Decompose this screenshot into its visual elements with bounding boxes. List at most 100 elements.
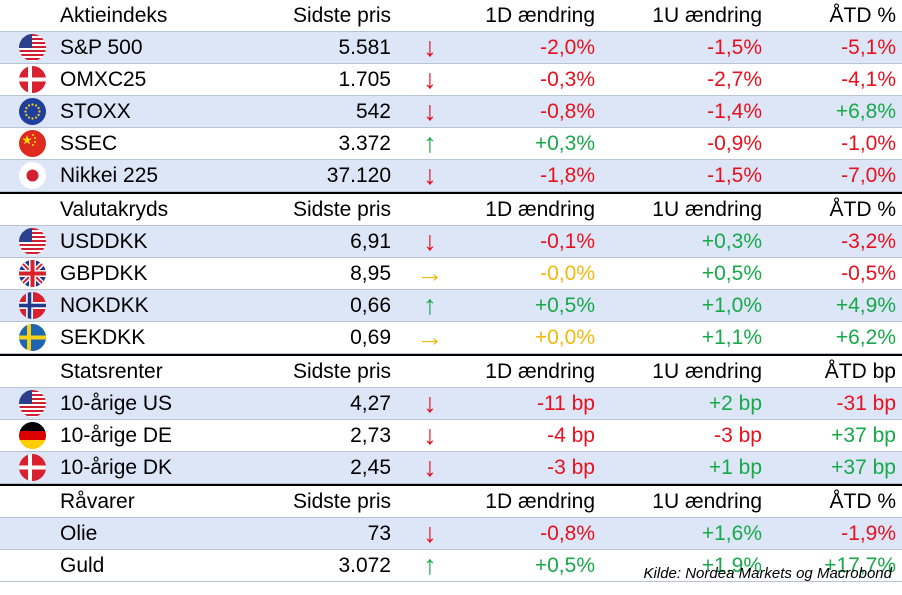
last-price: 73 bbox=[367, 522, 391, 545]
change-1w: -1,5% bbox=[707, 36, 762, 59]
arrow-right-icon: → bbox=[416, 322, 444, 352]
change-ytd: +37 bp bbox=[831, 456, 896, 479]
change-1w: +0,3% bbox=[701, 230, 762, 253]
us-flag-icon bbox=[19, 390, 46, 417]
change-1w: -1,5% bbox=[707, 164, 762, 187]
instrument-name: NOKDKK bbox=[60, 294, 149, 317]
arrow-down-icon: ↓ bbox=[423, 420, 437, 450]
change-ytd: -1,9% bbox=[841, 522, 896, 545]
de-flag-icon bbox=[19, 422, 46, 449]
arrow-down-icon: ↓ bbox=[423, 518, 437, 548]
change-ytd: -3,2% bbox=[841, 230, 896, 253]
last-price: 2,73 bbox=[350, 424, 391, 447]
change-1d: -0,0% bbox=[540, 262, 595, 285]
column-header-price: Sidste pris bbox=[292, 198, 391, 221]
change-1d: -2,0% bbox=[540, 36, 595, 59]
dk-flag-icon bbox=[19, 66, 46, 93]
last-price: 37.120 bbox=[326, 164, 391, 187]
section-title: Valutakryds bbox=[60, 198, 169, 221]
last-price: 5.581 bbox=[338, 36, 391, 59]
change-1w: +1,9% bbox=[701, 554, 762, 577]
table-row: Nikkei 225 37.120 ↓ -1,8% -1,5% -7,0% bbox=[0, 159, 902, 192]
instrument-name: Guld bbox=[60, 554, 105, 577]
instrument-name: OMXC25 bbox=[60, 68, 147, 91]
arrow-down-icon: ↓ bbox=[423, 64, 437, 94]
column-header-1d: 1D ændring bbox=[485, 198, 595, 221]
jp-flag-icon bbox=[19, 162, 46, 189]
change-1d: -0,1% bbox=[540, 230, 595, 253]
change-1d: -0,3% bbox=[540, 68, 595, 91]
section-header-row: Valutakryds Sidste pris 1D ændring 1U ændri… bbox=[0, 192, 902, 225]
table-row: NOKDKK 0,66 ↑ +0,5% +1,0% +4,9% bbox=[0, 289, 902, 321]
arrow-down-icon: ↓ bbox=[423, 388, 437, 418]
change-1d: -0,8% bbox=[540, 522, 595, 545]
arrow-down-icon: ↓ bbox=[423, 96, 437, 126]
column-header-1w: 1U ændring bbox=[652, 360, 762, 383]
instrument-name: Olie bbox=[60, 522, 98, 545]
instrument-name: 10-årige DE bbox=[60, 424, 173, 447]
table-row: 10-årige DE 2,73 ↓ -4 bp -3 bp +37 bp bbox=[0, 419, 902, 451]
change-1d: +0,3% bbox=[534, 132, 595, 155]
table-row: S&P 500 5.581 ↓ -2,0% -1,5% -5,1% bbox=[0, 31, 902, 63]
table-row: STOXX 542 ↓ -0,8% -1,4% +6,8% bbox=[0, 95, 902, 127]
change-1d: +0,5% bbox=[534, 554, 595, 577]
change-ytd: +37 bp bbox=[831, 424, 896, 447]
table-row: Guld 3.072 ↑ +0,5% +1,9% +17,7% bbox=[0, 549, 902, 582]
column-header-1d: 1D ændring bbox=[485, 360, 595, 383]
us-flag-icon bbox=[19, 34, 46, 61]
last-price: 1.705 bbox=[338, 68, 391, 91]
section-header-row: Aktieindeks Sidste pris 1D ændring 1U ændri… bbox=[0, 0, 902, 31]
column-header-1d: 1D ændring bbox=[485, 490, 595, 513]
instrument-name: S&P 500 bbox=[60, 36, 143, 59]
arrow-down-icon: ↓ bbox=[423, 226, 437, 256]
change-1w: +1 bp bbox=[708, 456, 762, 479]
change-1w: -3 bp bbox=[714, 424, 762, 447]
section-title: Aktieindeks bbox=[60, 4, 168, 27]
column-header-ytd: ÅTD bp bbox=[824, 360, 896, 383]
change-1w: -0,9% bbox=[707, 132, 762, 155]
instrument-name: 10-årige US bbox=[60, 392, 173, 415]
us-flag-icon bbox=[19, 228, 46, 255]
arrow-up-icon: ↑ bbox=[423, 290, 437, 320]
arrow-down-icon: ↓ bbox=[423, 452, 437, 482]
change-ytd: -0,5% bbox=[841, 262, 896, 285]
column-header-price: Sidste pris bbox=[292, 360, 391, 383]
last-price: 3.072 bbox=[338, 554, 391, 577]
table-row: USDDKK 6,91 ↓ -0,1% +0,3% -3,2% bbox=[0, 225, 902, 257]
change-1d: -1,8% bbox=[540, 164, 595, 187]
market-overview-table: Aktieindeks Sidste pris 1D ændring 1U ændri… bbox=[0, 0, 902, 582]
section-header-row: Råvarer Sidste pris 1D ændring 1U ændring ÅT… bbox=[0, 484, 902, 517]
last-price: 542 bbox=[355, 100, 391, 123]
last-price: 4,27 bbox=[350, 392, 391, 415]
change-1d: +0,0% bbox=[534, 326, 595, 349]
change-1w: +1,1% bbox=[701, 326, 762, 349]
cn-flag-icon bbox=[19, 130, 46, 157]
column-header-ytd: ÅTD % bbox=[829, 4, 896, 27]
change-1d: -11 bp bbox=[537, 392, 595, 415]
instrument-name: SSEC bbox=[60, 132, 118, 155]
change-ytd: +4,9% bbox=[835, 294, 896, 317]
last-price: 0,66 bbox=[350, 294, 391, 317]
table-row: OMXC25 1.705 ↓ -0,3% -2,7% -4,1% bbox=[0, 63, 902, 95]
arrow-down-icon: ↓ bbox=[423, 160, 437, 190]
arrow-up-icon: ↑ bbox=[423, 550, 437, 580]
gb-flag-icon bbox=[19, 260, 46, 287]
change-ytd: -31 bp bbox=[836, 392, 896, 415]
table-row: GBPDKK 8,95 → -0,0% +0,5% -0,5% bbox=[0, 257, 902, 289]
eu-flag-icon bbox=[19, 98, 46, 125]
last-price: 2,45 bbox=[350, 456, 391, 479]
change-ytd: -1,0% bbox=[841, 132, 896, 155]
column-header-price: Sidste pris bbox=[292, 490, 391, 513]
column-header-ytd: ÅTD % bbox=[829, 490, 896, 513]
last-price: 8,95 bbox=[350, 262, 391, 285]
table-row: Olie 73 ↓ -0,8% +1,6% -1,9% bbox=[0, 517, 902, 549]
change-1d: +0,5% bbox=[534, 294, 595, 317]
section-header-row: Statsrenter Sidste pris 1D ændring 1U ændri… bbox=[0, 354, 902, 387]
column-header-1w: 1U ændring bbox=[652, 4, 762, 27]
table-row: SEKDKK 0,69 → +0,0% +1,1% +6,2% bbox=[0, 321, 902, 354]
table-row: SSEC 3.372 ↑ +0,3% -0,9% -1,0% bbox=[0, 127, 902, 159]
change-1w: +1,6% bbox=[701, 522, 762, 545]
section-title: Statsrenter bbox=[60, 360, 163, 383]
change-ytd: -5,1% bbox=[841, 36, 896, 59]
last-price: 6,91 bbox=[350, 230, 391, 253]
